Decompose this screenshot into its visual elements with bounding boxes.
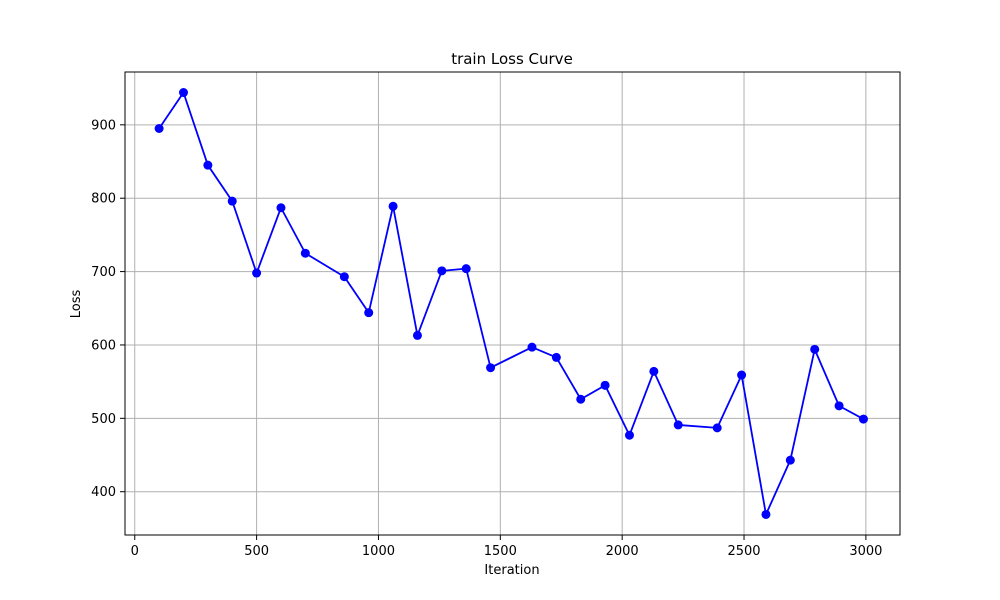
data-point <box>339 272 349 282</box>
data-point <box>227 196 237 206</box>
x-tick-label: 2000 <box>606 544 639 559</box>
data-point <box>486 363 496 373</box>
y-tick-label: 800 <box>91 192 116 207</box>
data-point <box>649 366 659 376</box>
chart-title: train Loss Curve <box>451 50 573 68</box>
data-point <box>834 401 844 411</box>
x-tick-label: 500 <box>244 544 269 559</box>
data-point <box>761 509 771 519</box>
data-point <box>364 308 374 318</box>
data-point <box>858 414 868 424</box>
data-point <box>252 268 262 278</box>
data-point <box>624 430 634 440</box>
data-point <box>388 201 398 211</box>
plot-area <box>125 72 900 535</box>
series-line <box>158 91 864 516</box>
data-point <box>154 123 164 133</box>
data-point <box>178 88 188 98</box>
y-tick-label: 500 <box>91 412 116 427</box>
x-tick-label: 0 <box>131 544 139 559</box>
data-point <box>785 455 795 465</box>
data-point <box>551 352 561 362</box>
x-tick-label: 3000 <box>849 544 882 559</box>
data-point <box>737 370 747 380</box>
x-axis-ticks: 0 500 1000 1500 2000 2500 3000 <box>131 535 882 559</box>
data-point <box>412 330 422 340</box>
y-tick-label: 400 <box>91 485 116 500</box>
y-tick-label: 600 <box>91 338 116 353</box>
data-point <box>673 420 683 430</box>
y-tick-label: 700 <box>91 265 116 280</box>
data-point <box>461 264 471 274</box>
data-point <box>600 380 610 390</box>
x-axis-label: Iteration <box>484 563 539 578</box>
data-point <box>437 266 447 276</box>
y-axis-label: Loss <box>69 290 84 319</box>
y-axis-ticks: 400 500 600 700 800 900 <box>91 118 125 500</box>
y-tick-label: 900 <box>91 118 116 133</box>
series-layer <box>154 88 868 519</box>
data-point <box>576 394 586 404</box>
x-tick-label: 2500 <box>727 544 760 559</box>
data-point <box>276 203 286 213</box>
x-gridlines <box>134 72 867 535</box>
plot-frame <box>124 71 901 536</box>
data-point <box>527 342 537 352</box>
data-point <box>712 423 722 433</box>
x-tick-label: 1500 <box>484 544 517 559</box>
loss-series <box>154 88 868 519</box>
data-point <box>203 160 213 170</box>
x-tick-label: 1000 <box>362 544 395 559</box>
data-point <box>810 344 820 354</box>
data-point <box>300 248 310 258</box>
